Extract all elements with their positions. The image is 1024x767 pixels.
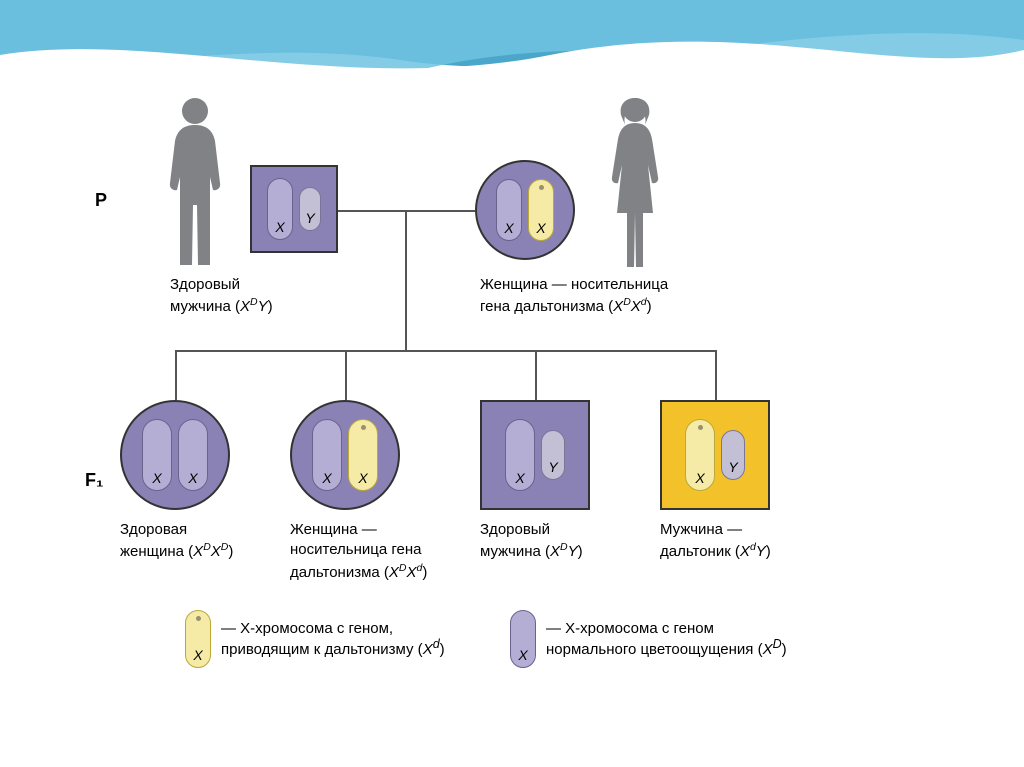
father-geno: XDY bbox=[240, 298, 268, 315]
chrom-x-icon: X bbox=[505, 419, 535, 491]
wave-header bbox=[0, 0, 1024, 120]
chrom-label: Y bbox=[305, 210, 314, 226]
gene-dot-icon bbox=[698, 425, 703, 430]
father-genotype: X Y bbox=[250, 165, 338, 253]
chrom-label: X bbox=[322, 470, 331, 486]
chrom-label: X bbox=[515, 470, 524, 486]
chrom-x-icon: X bbox=[496, 179, 522, 241]
mother-genotype: X X bbox=[475, 160, 575, 260]
chrom-label: X bbox=[518, 647, 527, 663]
chrom-label: X bbox=[193, 647, 202, 663]
conn-f1-d3 bbox=[535, 350, 537, 400]
offspring-square: XY bbox=[660, 400, 770, 510]
father-caption: Здоровый мужчина (XDY) bbox=[170, 275, 273, 318]
offspring-square: XY bbox=[480, 400, 590, 510]
chrom-label: Y bbox=[728, 459, 737, 475]
chrom-x-icon: X bbox=[510, 610, 536, 668]
chrom-label: X bbox=[504, 220, 513, 236]
chrom-y-icon: Y bbox=[721, 430, 745, 480]
chrom-label: X bbox=[536, 220, 545, 236]
offspring-circle: XX bbox=[290, 400, 400, 510]
chrom-y-icon: Y bbox=[541, 430, 565, 480]
legend-purple: X — X-хромосома с геном нормального цвет… bbox=[510, 610, 787, 668]
chrom-label: X bbox=[358, 470, 367, 486]
legend-purple-text: — X-хромосома с геном нормального цветоо… bbox=[546, 620, 787, 658]
gene-dot-icon bbox=[196, 616, 201, 621]
father-silhouette bbox=[155, 95, 235, 275]
legend-yellow-text: — X-хромосома с геном, приводящим к даль… bbox=[221, 620, 445, 658]
gene-dot-icon bbox=[539, 185, 544, 190]
gene-dot-icon bbox=[361, 425, 366, 430]
conn-f1-d1 bbox=[175, 350, 177, 400]
conn-p-down bbox=[405, 210, 407, 350]
label-f1: F₁ bbox=[85, 470, 103, 491]
chrom-x-icon: X bbox=[178, 419, 208, 491]
legend-yellow: X — X-хромосома с геном, приводящим к да… bbox=[185, 610, 445, 668]
chrom-x-icon: X bbox=[685, 419, 715, 491]
chrom-label: Y bbox=[548, 459, 557, 475]
offspring-circle: XX bbox=[120, 400, 230, 510]
chrom-label: X bbox=[188, 470, 197, 486]
chrom-x-icon: X bbox=[312, 419, 342, 491]
chrom-xd-icon: X bbox=[528, 179, 554, 241]
offspring-caption: Здороваяженщина (XDXD) bbox=[120, 520, 233, 563]
chrom-label: X bbox=[152, 470, 161, 486]
mother-silhouette bbox=[595, 95, 675, 280]
label-p: P bbox=[95, 190, 107, 211]
chrom-x-icon: X bbox=[348, 419, 378, 491]
chrom-label: X bbox=[275, 219, 284, 235]
mother-caption: Женщина — носительница гена дальтонизма … bbox=[480, 275, 668, 318]
conn-f1-horiz bbox=[175, 350, 715, 352]
chrom-y-icon: Y bbox=[299, 187, 321, 231]
conn-f1-d4 bbox=[715, 350, 717, 400]
offspring-caption: Здоровыймужчина (XDY) bbox=[480, 520, 583, 563]
chrom-label: X bbox=[695, 470, 704, 486]
chrom-xd-icon: X bbox=[185, 610, 211, 668]
chrom-x-icon: X bbox=[142, 419, 172, 491]
chrom-x-icon: X bbox=[267, 178, 293, 240]
offspring-caption: Мужчина —дальтоник (XdY) bbox=[660, 520, 771, 563]
offspring-caption: Женщина —носительница генадальтонизма (X… bbox=[290, 520, 427, 583]
mother-geno: XDXd bbox=[613, 298, 646, 315]
conn-f1-d2 bbox=[345, 350, 347, 400]
